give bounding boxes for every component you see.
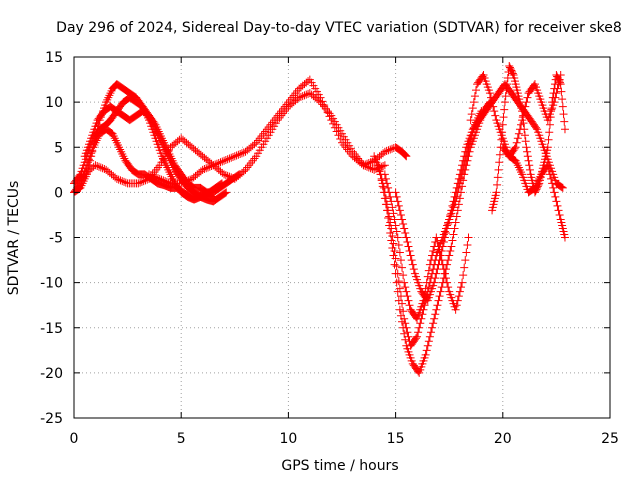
- series-markers: [498, 143, 569, 242]
- series-markers: [145, 89, 389, 188]
- x-tick-label: 25: [601, 431, 619, 447]
- y-tick-label: 10: [45, 95, 63, 111]
- x-tick-label: 0: [70, 431, 79, 447]
- series-arc-13: [498, 143, 569, 242]
- x-tick-label: 20: [494, 431, 512, 447]
- data-points: [70, 62, 569, 377]
- x-tick-label: 5: [177, 431, 186, 447]
- x-axis-title: GPS time / hours: [281, 458, 398, 474]
- y-tick-label: -5: [49, 231, 63, 247]
- y-tick-label: -20: [40, 366, 63, 382]
- y-tick-label: -15: [40, 321, 63, 337]
- x-tick-label: 15: [387, 431, 405, 447]
- series-arc-6: [145, 89, 389, 188]
- chart-title: Day 296 of 2024, Sidereal Day-to-day VTE…: [56, 20, 622, 36]
- y-tick-label: -10: [40, 276, 63, 292]
- y-tick-label: 15: [45, 50, 63, 66]
- y-axis-title: SDTVAR / TECUs: [6, 181, 22, 296]
- y-tick-label: 5: [54, 140, 63, 156]
- x-tick-label: 10: [279, 431, 297, 447]
- y-tick-label: -25: [40, 411, 63, 427]
- y-tick-label: 0: [54, 185, 63, 201]
- axis-ticks: 0 5 10 15 20 25 -25 -20 -15 -10 -5 0 5 10 15: [40, 50, 619, 447]
